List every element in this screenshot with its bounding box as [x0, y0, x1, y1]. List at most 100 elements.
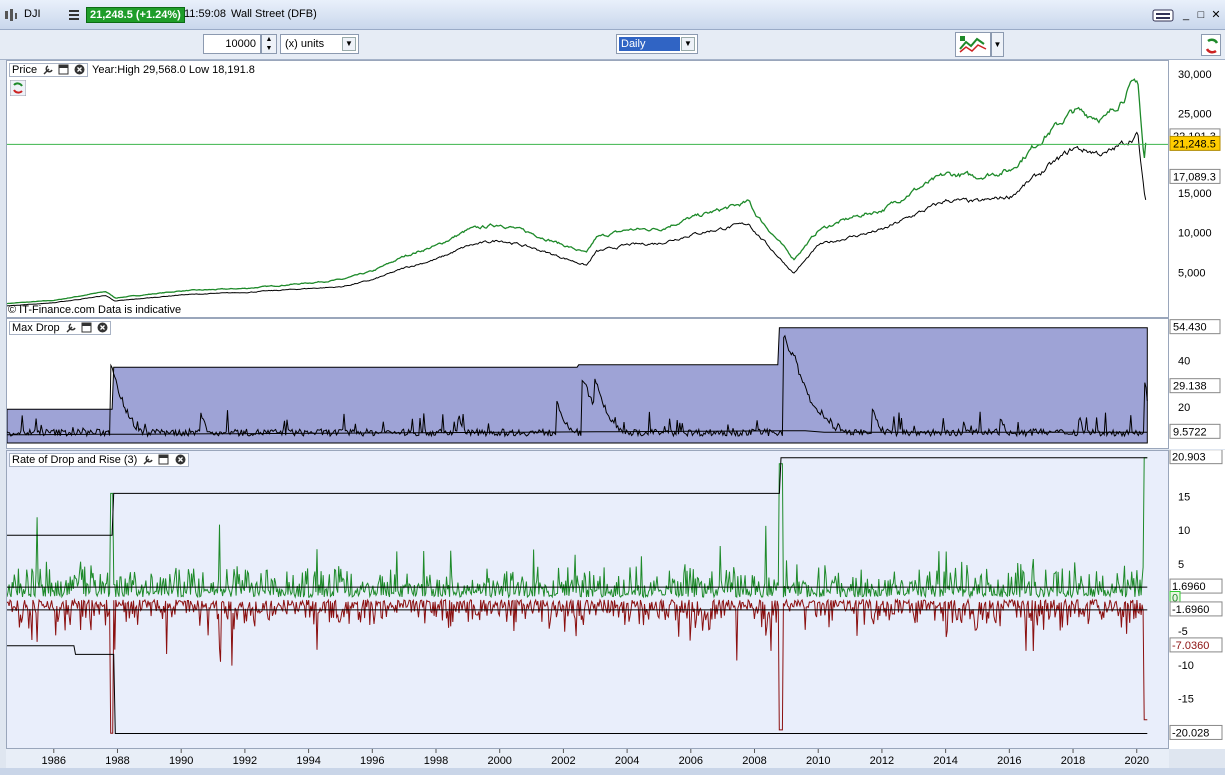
close-icon[interactable]	[74, 64, 85, 75]
refresh-icon[interactable]	[1201, 34, 1221, 56]
drop-series-line	[7, 334, 1148, 438]
time-axis-label: 1998	[424, 755, 448, 767]
add-study-icon[interactable]	[955, 32, 991, 57]
maxdrop-panel[interactable]: Max Drop	[6, 318, 1169, 449]
units-select[interactable]: (x) units ▼	[280, 34, 359, 54]
rate-chart	[7, 457, 1148, 734]
rate-level-marker	[1169, 450, 1223, 465]
period-value: Daily	[619, 37, 680, 51]
price-level-marker	[1169, 168, 1221, 184]
year-high-low: Year:High 29,568.0 Low 18,191.8	[92, 64, 255, 76]
drop-series-line	[7, 598, 1148, 734]
symbol-menu-icon[interactable]	[68, 8, 80, 22]
maxdrop-axis: 54.430 40 29.138 20 9.5722	[1169, 318, 1225, 449]
rate-axis-tick: 5	[1178, 559, 1184, 571]
rate-level-marker	[1169, 637, 1223, 653]
minimize-button[interactable]: _	[1182, 9, 1190, 21]
keyboard-icon[interactable]	[1152, 8, 1174, 22]
rate-panel-title: Rate of Drop and Rise (3)	[12, 454, 138, 466]
upper-envelope-line	[7, 457, 1148, 536]
time-axis-label: 1988	[105, 755, 129, 767]
wrench-icon[interactable]	[142, 454, 154, 465]
window-icon[interactable]	[58, 64, 69, 75]
rate-axis-tick: 15	[1178, 491, 1190, 503]
chevron-down-icon: ▼	[342, 37, 356, 51]
window-icon[interactable]	[158, 454, 169, 465]
chevron-down-icon: ▼	[681, 37, 695, 51]
price-axis: 30,00025,00022,191.321,248.517,089.315,0…	[1169, 60, 1225, 318]
maxdrop-panel-header: Max Drop	[9, 321, 111, 335]
watermark: © IT-Finance.com Data is indicative	[8, 304, 182, 316]
rate-level-marker	[1169, 578, 1223, 594]
time-axis-label: 1990	[169, 755, 193, 767]
time-axis-label: 2008	[742, 755, 766, 767]
chart-window-icon[interactable]	[4, 8, 18, 22]
price-axis-tick: 25,000	[1178, 109, 1212, 121]
close-icon[interactable]	[175, 454, 186, 465]
price-series-line	[7, 131, 1147, 307]
units-value: (x) units	[285, 38, 325, 50]
wrench-icon[interactable]	[42, 64, 53, 75]
time-axis: 1986 1988 1990 1992 1994 1996 1998 2000 2002 2004…	[6, 749, 1169, 769]
refresh-icon[interactable]	[10, 80, 26, 96]
time-axis-label: 2012	[870, 755, 894, 767]
time-axis-label: 2014	[933, 755, 957, 767]
rate-axis-tick: -20.028	[1172, 727, 1209, 739]
time-axis-label: 2016	[997, 755, 1021, 767]
time-axis-label: 2000	[487, 755, 511, 767]
close-button[interactable]: ✕	[1211, 9, 1221, 21]
drop-level-marker	[1169, 378, 1221, 394]
quantity-stepper[interactable]: ▲ ▼	[261, 34, 277, 54]
quantity-input[interactable]: 10000	[203, 34, 261, 54]
time-label: 11:59:08	[184, 8, 227, 20]
status-bar	[0, 768, 1225, 775]
maxdrop-chart	[7, 327, 1148, 444]
drop-level-marker	[1169, 319, 1221, 335]
current-price-marker	[1169, 135, 1221, 151]
maxdrop-axis-tick: 29.138	[1173, 381, 1207, 393]
close-icon[interactable]	[97, 322, 108, 333]
price-axis-tick: 21,248.5	[1173, 138, 1216, 150]
instrument-name: Wall Street (DFB)	[231, 8, 317, 20]
maximize-button[interactable]: □	[1197, 9, 1205, 21]
max-drop-area	[7, 327, 1148, 444]
drop-average-line	[7, 430, 1148, 436]
rate-axis-tick: 1.6960	[1172, 581, 1206, 593]
maxdrop-axis-tick: 9.5722	[1173, 426, 1207, 438]
maxdrop-axis-tick: 40	[1178, 355, 1190, 367]
period-select[interactable]: Daily ▼	[616, 34, 698, 54]
time-axis-label: 2020	[1124, 755, 1148, 767]
rate-panel-header: Rate of Drop and Rise (3)	[9, 453, 189, 467]
maxdrop-axis-tick: 54.430	[1173, 322, 1207, 334]
maxdrop-panel-title: Max Drop	[12, 322, 60, 334]
rate-axis-tick: -7.0360	[1172, 640, 1209, 652]
drop-level-marker	[1169, 423, 1221, 439]
time-axis-label: 1986	[42, 755, 66, 767]
time-axis-label: 2018	[1061, 755, 1085, 767]
symbol-label[interactable]: DJI	[24, 8, 41, 20]
rate-axis-tick: -1.6960	[1172, 604, 1209, 616]
time-axis-label: 2010	[806, 755, 830, 767]
study-menu-button[interactable]: ▼	[991, 32, 1004, 57]
rate-axis-tick: 0	[1172, 593, 1178, 605]
window-icon[interactable]	[81, 322, 92, 333]
price-axis-tick: 5,000	[1178, 267, 1206, 279]
rate-axis-tick: -10	[1178, 660, 1194, 672]
price-axis-tick: 10,000	[1178, 228, 1212, 240]
time-axis-label: 1994	[296, 755, 320, 767]
time-axis-label: 2004	[615, 755, 639, 767]
price-panel-header: Price	[9, 63, 89, 77]
rate-level-marker	[1169, 724, 1223, 740]
toolbar: 10000 ▲ ▼ (x) units ▼ Daily ▼ ▼	[0, 30, 1225, 60]
wrench-icon[interactable]	[65, 322, 76, 333]
time-axis-label: 2002	[551, 755, 575, 767]
time-axis-label: 1996	[360, 755, 384, 767]
rate-axis-tick: -5	[1178, 626, 1188, 638]
price-panel[interactable]: Price Year:High 29,568.0 Low 18,191.8 © …	[6, 60, 1169, 318]
rate-panel[interactable]: Rate of Drop and Rise (3)	[6, 450, 1169, 749]
lower-envelope-line	[7, 645, 1148, 734]
price-panel-title: Price	[12, 64, 38, 76]
price-chart	[7, 78, 1168, 307]
rate-axis-tick: 10	[1178, 525, 1190, 537]
